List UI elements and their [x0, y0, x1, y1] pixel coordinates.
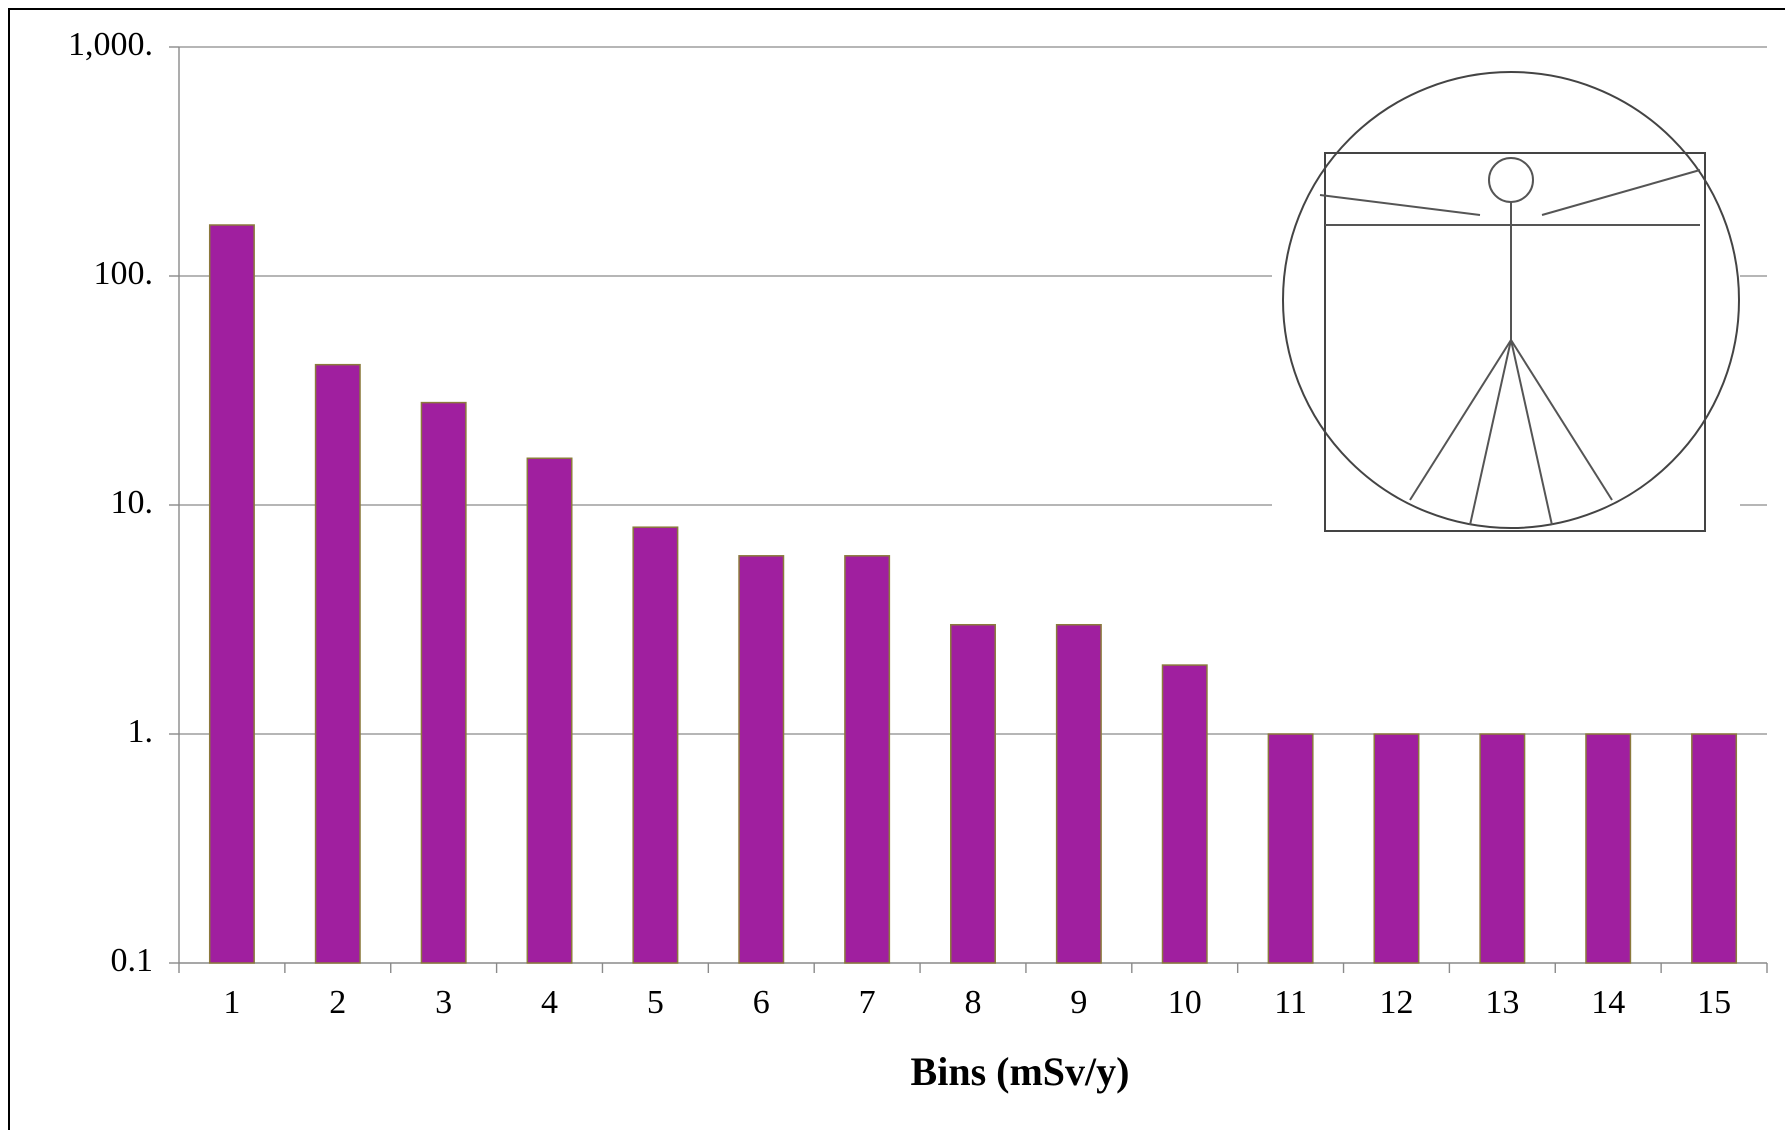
bar: [1373, 733, 1420, 964]
y-tick-label: 1.: [128, 713, 154, 750]
x-tick-label: 2: [329, 984, 346, 1021]
x-tick-label: 14: [1591, 984, 1625, 1021]
bar: [1691, 733, 1738, 964]
bar: [844, 555, 891, 964]
x-tick-label: 6: [753, 984, 770, 1021]
y-tick-label: 100.: [94, 255, 154, 292]
x-tick-label: 5: [647, 984, 664, 1021]
x-tick-label: 4: [541, 984, 558, 1021]
x-tick-label: 9: [1070, 984, 1087, 1021]
x-tick-label: 8: [965, 984, 982, 1021]
bar: [950, 623, 996, 964]
bar: [314, 363, 361, 964]
x-tick-label: 11: [1274, 984, 1307, 1021]
x-tick-label: 15: [1697, 984, 1731, 1021]
bar: [420, 401, 467, 964]
vitruvian-image: [1272, 71, 1740, 534]
x-tick-label: 7: [859, 984, 876, 1021]
bar: [1479, 733, 1526, 964]
plot-area: 0.11.10.100.1,000.1 2 3 4 5 6 7 8 9 10 11 12 13 14 15: [68, 26, 1768, 1021]
bar: [1055, 623, 1102, 964]
x-tick-label: 1: [223, 984, 240, 1021]
y-tick-label: 1,000.: [68, 26, 153, 63]
bar: [1267, 733, 1314, 964]
x-tick-label: 10: [1168, 984, 1202, 1021]
bar: [738, 555, 785, 964]
bar: [526, 457, 573, 964]
x-axis-label: Bins (mSv/y): [911, 1049, 1130, 1094]
x-tick-label: 12: [1379, 984, 1413, 1021]
bar: [1161, 664, 1208, 964]
y-tick-label: 0.1: [111, 942, 154, 979]
y-tick-label: 10.: [111, 484, 154, 521]
bar: [632, 526, 679, 964]
x-tick-label: 3: [435, 984, 452, 1021]
bar: [208, 224, 255, 964]
bar: [1585, 733, 1632, 964]
x-tick-label: 13: [1485, 984, 1519, 1021]
